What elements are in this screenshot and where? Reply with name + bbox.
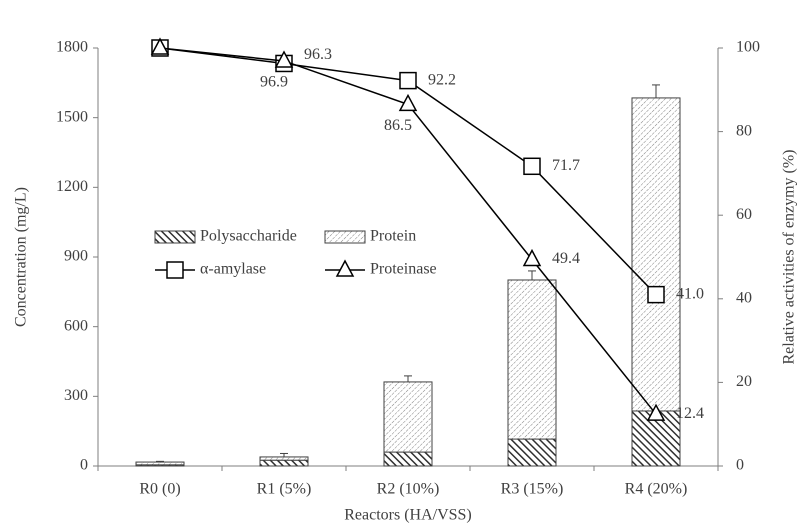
y2-tick-label: 80 <box>736 122 752 139</box>
x-tick-label: R0 (0) <box>139 481 180 498</box>
data-label: 92.2 <box>428 71 456 88</box>
data-label: 86.5 <box>384 117 412 134</box>
y2-tick-label: 20 <box>736 373 752 390</box>
line-marker <box>399 71 417 90</box>
data-label: 96.9 <box>260 74 288 91</box>
bar <box>383 451 433 467</box>
line-marker <box>398 93 418 112</box>
line-marker <box>523 157 541 176</box>
legend-swatch <box>154 230 196 244</box>
data-label: 71.7 <box>552 157 580 174</box>
legend-label: Proteinase <box>370 261 437 278</box>
legend-marker <box>166 261 184 279</box>
line-marker <box>522 248 542 267</box>
legend-label: Protein <box>370 228 416 245</box>
x-tick-label: R4 (20%) <box>625 481 688 498</box>
y2-axis-title: Relative activities of enzymy (%) <box>781 149 798 364</box>
y-tick-label: 600 <box>64 317 88 334</box>
bar <box>135 461 185 466</box>
data-label: 49.4 <box>552 250 580 267</box>
legend-marker <box>335 259 355 277</box>
y-tick-label: 1500 <box>56 108 88 125</box>
bar <box>631 97 681 412</box>
data-label: 96.3 <box>304 46 332 63</box>
x-tick-label: R3 (15%) <box>501 481 564 498</box>
data-label: 41.0 <box>676 285 704 302</box>
legend-label: α-amylase <box>200 261 266 278</box>
y-tick-label: 0 <box>80 457 88 474</box>
y2-tick-label: 0 <box>736 457 744 474</box>
y-tick-label: 1200 <box>56 178 88 195</box>
bar <box>383 381 433 453</box>
y2-tick-label: 60 <box>736 206 752 223</box>
bar <box>259 456 309 461</box>
y-axis-title: Concentration (mg/L) <box>13 187 30 327</box>
y2-tick-label: 40 <box>736 289 752 306</box>
x-tick-label: R2 (10%) <box>377 481 440 498</box>
y-tick-label: 300 <box>64 387 88 404</box>
y2-tick-label: 100 <box>736 39 760 56</box>
bar <box>259 459 309 467</box>
line-marker <box>646 403 666 421</box>
bar <box>507 279 557 440</box>
y-tick-label: 900 <box>64 248 88 265</box>
line-marker <box>274 50 294 68</box>
bar <box>507 438 557 467</box>
legend-label: Polysaccharide <box>200 228 297 245</box>
legend-swatch <box>324 230 366 244</box>
y-tick-label: 1800 <box>56 39 88 56</box>
line-marker <box>150 37 170 55</box>
x-tick-label: R1 (5%) <box>257 481 312 498</box>
line-marker <box>647 285 665 304</box>
data-label: 12.4 <box>676 405 704 422</box>
x-axis-title: Reactors (HA/VSS) <box>344 507 472 524</box>
